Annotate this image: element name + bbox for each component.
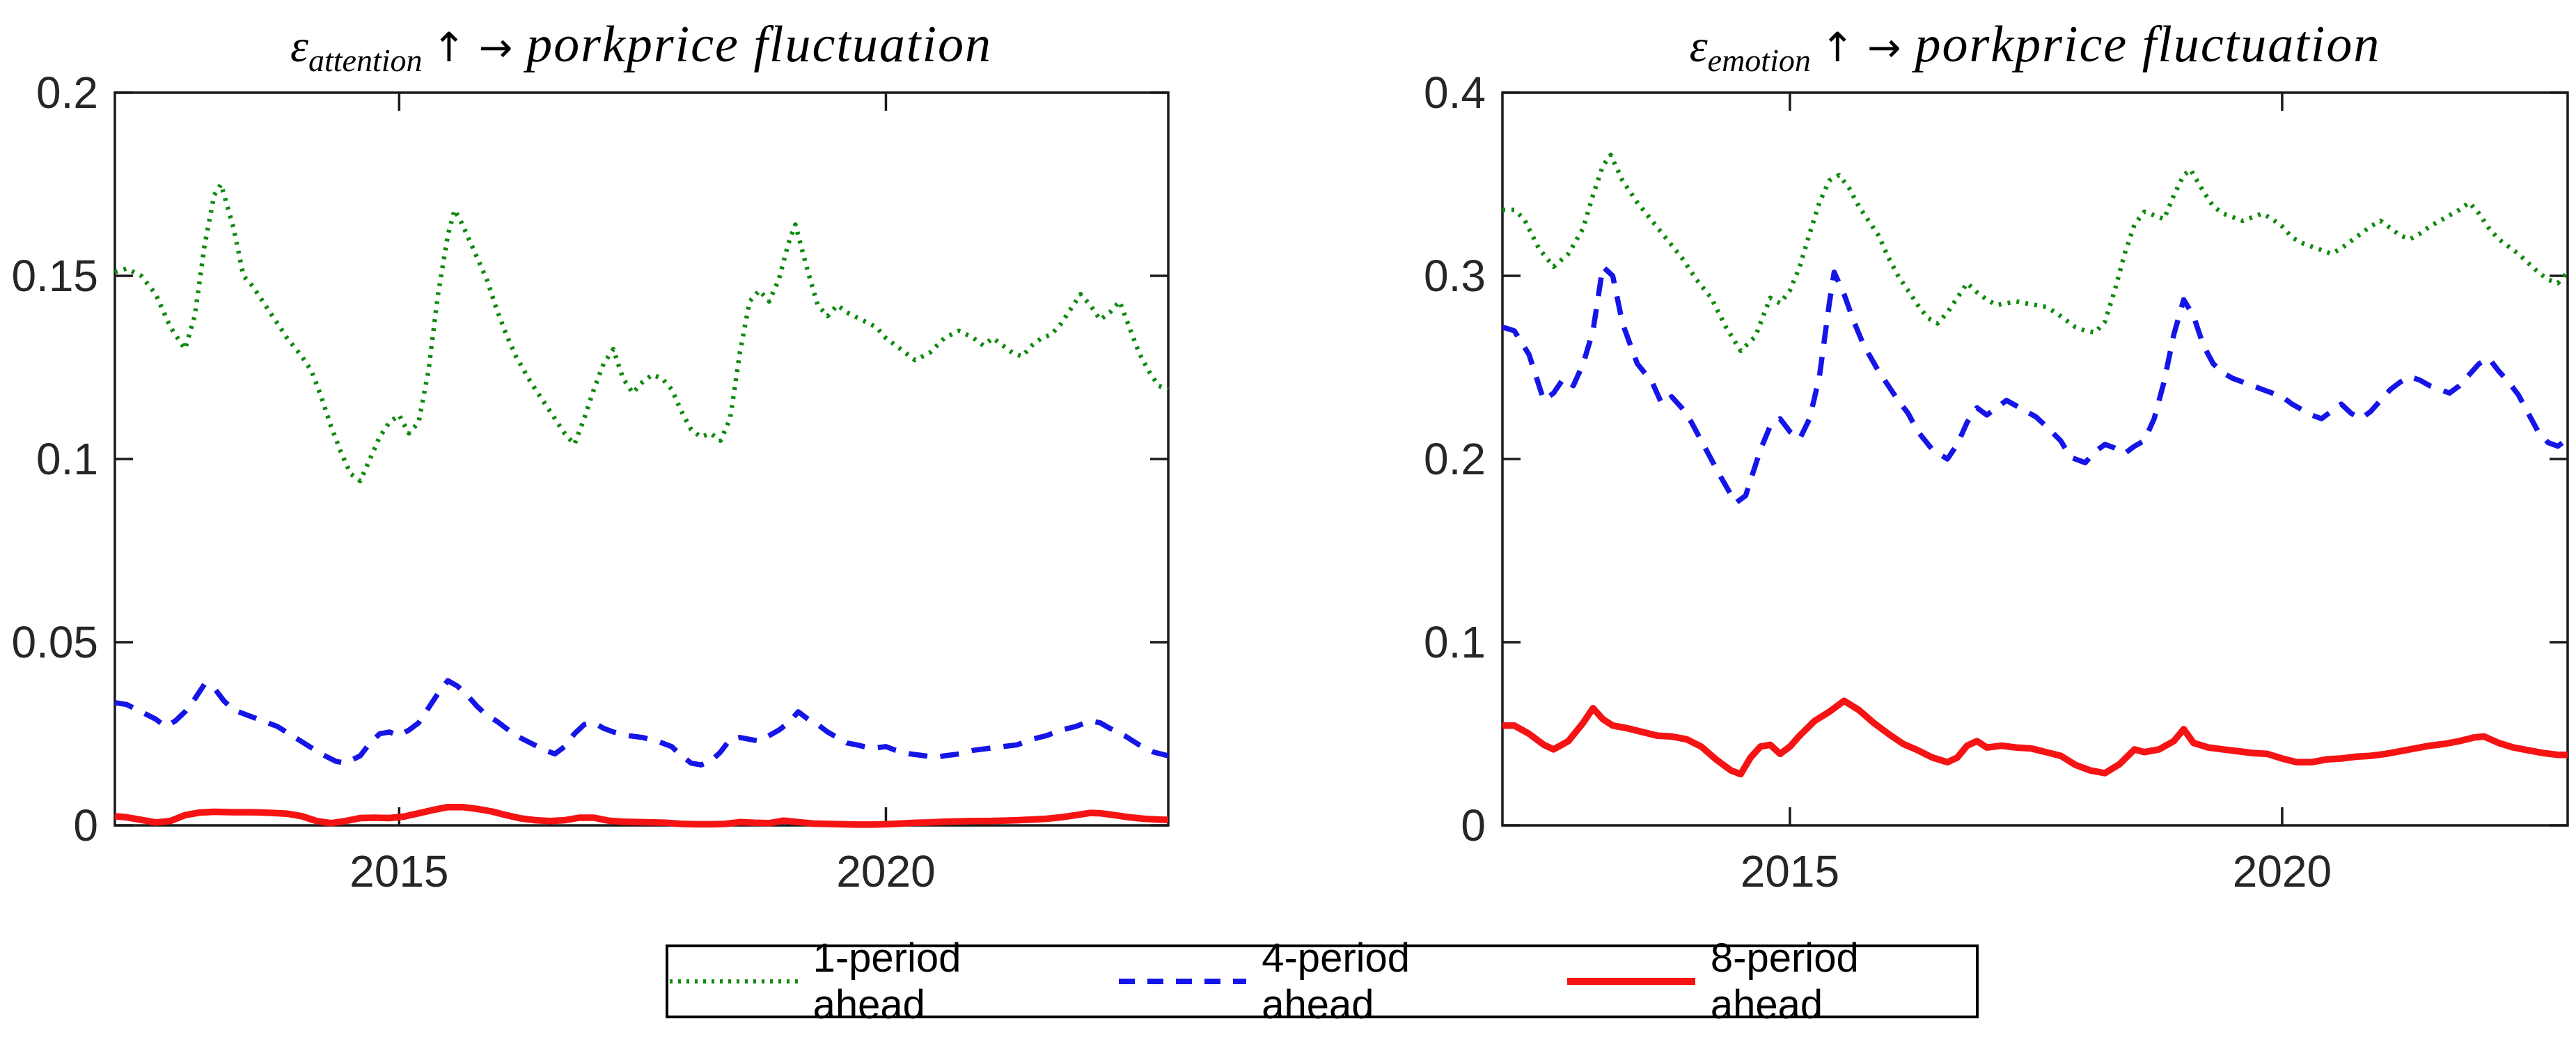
axes-box: [1501, 91, 2569, 827]
panel-left: 2015 2020 0 0.05 0.1 0.15 0.2: [11, 68, 1170, 896]
series-8-period-ahead: [114, 803, 1169, 828]
series-8-period-ahead: [1502, 697, 2568, 778]
dotted-green-line-swatch: [670, 979, 798, 983]
left-panel-title: εattention ↑ → porkprice fluctuation: [290, 10, 992, 95]
y-tick-label: 0: [1461, 800, 1486, 850]
title-phrase: porkprice fluctuation: [1915, 16, 2381, 73]
y-tick-label: 0.15: [11, 251, 98, 301]
series-1-period-ahead: [1502, 153, 2570, 354]
x-tick-label: 2015: [350, 846, 448, 896]
y-tick-label: 0.2: [36, 68, 98, 118]
panel-right: 2015 2020 0 0.1 0.2 0.3 0.4: [1424, 68, 2570, 896]
legend-item-8-period: 8-period ahead: [1566, 935, 1976, 1028]
legend-label: 8-period ahead: [1710, 935, 1859, 1027]
dashed-blue-line-swatch: [1118, 979, 1247, 984]
y-tick-label: 0.2: [1424, 434, 1486, 484]
x-tick-label: 2020: [836, 846, 935, 896]
right-panel-title: εemotion ↑ → porkprice fluctuation: [1690, 10, 2381, 95]
y-tick-label: 0: [73, 800, 98, 850]
y-tick-label: 0.1: [1424, 617, 1486, 667]
axes-box: [113, 91, 1170, 827]
arrows-glyph: ↑ →: [1820, 24, 1901, 71]
legend-label: 4-period ahead: [1262, 935, 1411, 1027]
x-tick-label: 2015: [1741, 846, 1839, 896]
series-4-period-ahead: [1501, 264, 2570, 506]
epsilon-symbol: ε: [290, 21, 308, 72]
solid-red-line-swatch: [1567, 978, 1695, 985]
y-tick-label: 0.4: [1424, 68, 1486, 118]
y-tick-label: 0.05: [11, 617, 98, 667]
legend-item-1-period: 1-period ahead: [668, 935, 1078, 1028]
arrows-glyph: ↑ →: [432, 24, 513, 71]
x-tick-label: 2020: [2233, 846, 2332, 896]
title-phrase: porkprice fluctuation: [526, 16, 993, 73]
epsilon-subscript: emotion: [1707, 42, 1811, 78]
legend-item-4-period: 4-period ahead: [1117, 935, 1527, 1028]
legend: 1-period ahead 4-period ahead 8-period a…: [666, 935, 1979, 1027]
series-1-period-ahead: [114, 182, 1170, 483]
series-4-period-ahead: [114, 678, 1169, 768]
epsilon-subscript: attention: [308, 42, 423, 78]
epsilon-symbol: ε: [1689, 21, 1708, 72]
y-tick-label: 0.3: [1424, 251, 1486, 301]
y-tick-label: 0.1: [36, 434, 98, 484]
legend-label: 1-period ahead: [812, 935, 961, 1027]
